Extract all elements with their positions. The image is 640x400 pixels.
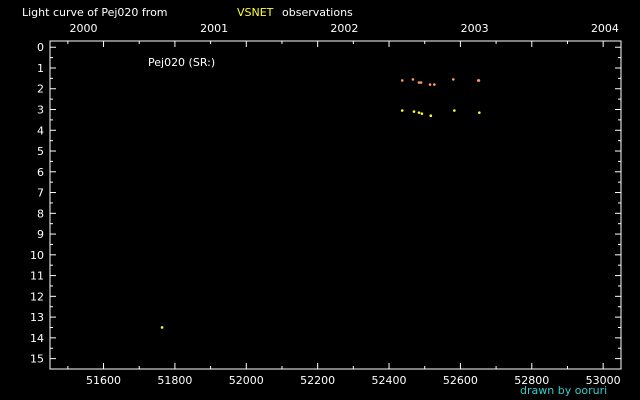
data-point bbox=[453, 109, 456, 112]
year-tick-label: 2004 bbox=[591, 22, 619, 35]
data-point bbox=[160, 326, 164, 329]
y-tick-label: 13 bbox=[30, 311, 44, 324]
y-tick-label: 12 bbox=[30, 290, 44, 303]
data-point bbox=[433, 83, 436, 86]
y-tick-label: 11 bbox=[30, 270, 44, 283]
y-tick-label: 9 bbox=[37, 228, 44, 241]
x-tick-label: 51600 bbox=[86, 374, 121, 387]
year-tick-label: 2001 bbox=[200, 22, 228, 35]
data-point bbox=[417, 81, 421, 84]
y-tick-label: 3 bbox=[37, 104, 44, 117]
y-tick-label: 15 bbox=[30, 353, 44, 366]
year-tick-label: 2003 bbox=[461, 22, 489, 35]
x-tick-label: 52000 bbox=[229, 374, 264, 387]
data-point bbox=[477, 79, 481, 82]
year-tick-label: 2000 bbox=[70, 22, 98, 35]
data-point bbox=[478, 111, 481, 114]
data-point bbox=[428, 83, 432, 86]
title-suffix: observations bbox=[282, 6, 353, 19]
data-point bbox=[400, 79, 404, 82]
x-tick-label: 52800 bbox=[514, 374, 549, 387]
y-tick-label: 5 bbox=[37, 145, 44, 158]
data-point bbox=[417, 111, 421, 114]
x-tick-label: 52200 bbox=[300, 374, 335, 387]
data-point bbox=[420, 112, 424, 115]
data-points bbox=[160, 78, 481, 329]
x-axis: 51600 51800 52000 52200 52400 52600 52800 53000 bbox=[67, 41, 621, 387]
data-point bbox=[419, 81, 423, 84]
x-tick-label: 52400 bbox=[372, 374, 407, 387]
y-tick-label: 14 bbox=[30, 332, 44, 345]
year-axis: 2000 2001 2002 2003 2004 bbox=[70, 22, 619, 35]
y-tick-label: 6 bbox=[37, 166, 44, 179]
y-tick-label: 2 bbox=[37, 83, 44, 96]
plot-frame bbox=[49, 40, 622, 370]
y-tick-label: 7 bbox=[37, 187, 44, 200]
x-tick-label: 53000 bbox=[586, 374, 621, 387]
y-tick-label: 0 bbox=[37, 41, 44, 54]
data-point bbox=[451, 78, 455, 81]
title-prefix: Light curve of Pej020 from bbox=[22, 6, 168, 19]
data-point bbox=[400, 109, 404, 112]
chart-title: Light curve of Pej020 from VSNET observa… bbox=[22, 6, 353, 19]
data-point bbox=[411, 78, 415, 81]
credit-text: drawn by ooruri bbox=[520, 384, 607, 397]
star-label: Pej020 (SR:) bbox=[148, 56, 215, 69]
title-source: VSNET bbox=[237, 6, 274, 19]
y-tick-label: 8 bbox=[37, 207, 44, 220]
x-tick-label: 51800 bbox=[157, 374, 192, 387]
y-tick-label: 4 bbox=[37, 124, 44, 137]
year-tick-label: 2002 bbox=[330, 22, 358, 35]
y-tick-label: 10 bbox=[30, 249, 44, 262]
data-point bbox=[412, 110, 416, 113]
x-tick-label: 52600 bbox=[443, 374, 478, 387]
data-point bbox=[429, 114, 433, 118]
y-tick-label: 1 bbox=[37, 62, 44, 75]
